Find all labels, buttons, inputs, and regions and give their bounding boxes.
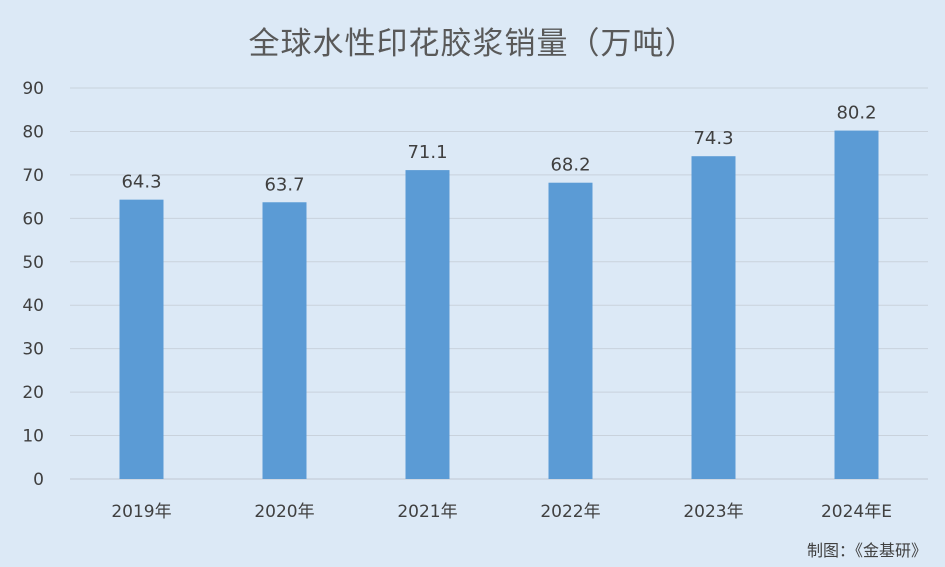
y-tick-label: 0: [33, 470, 44, 490]
data-label: 64.3: [121, 172, 161, 193]
bar: [119, 199, 164, 479]
bar: [834, 130, 879, 479]
data-label: 71.1: [407, 142, 447, 163]
x-tick-label: 2020年: [254, 502, 314, 522]
x-axis-ticks: 2019年 2020年 2021年 2022年 2023年 2024年E: [111, 502, 892, 522]
bar: [405, 170, 450, 480]
x-tick-label: 2023年: [683, 502, 743, 522]
x-tick-label: 2019年: [111, 502, 171, 522]
x-tick-label: 2022年: [540, 502, 600, 522]
x-tick-label: 2021年: [397, 502, 457, 522]
y-tick-label: 60: [22, 209, 44, 229]
y-tick-label: 80: [22, 122, 44, 142]
data-label: 68.2: [550, 155, 590, 176]
y-tick-label: 10: [22, 427, 44, 447]
y-tick-label: 20: [22, 383, 44, 403]
y-tick-label: 90: [22, 79, 44, 99]
source-note: 制图：《金基研》: [806, 541, 927, 560]
bar: [548, 182, 593, 479]
data-labels: 64.3 63.7 71.1 68.2 74.3 80.2: [121, 103, 876, 196]
gridlines: [70, 87, 928, 480]
y-axis-ticks: 0 10 20 30 40 50 60 70 80 90: [22, 79, 44, 490]
y-tick-label: 50: [22, 253, 44, 273]
chart-title: 全球水性印花胶浆销量（万吨）: [248, 26, 697, 62]
x-tick-label: 2024年E: [821, 502, 892, 522]
y-tick-label: 40: [22, 296, 44, 316]
data-label: 80.2: [836, 103, 876, 124]
data-label: 74.3: [693, 128, 733, 149]
y-tick-label: 70: [22, 166, 44, 186]
bar: [691, 156, 736, 480]
y-tick-label: 30: [22, 340, 44, 360]
bars: [119, 130, 879, 480]
data-label: 63.7: [264, 174, 304, 195]
bar: [262, 202, 307, 479]
